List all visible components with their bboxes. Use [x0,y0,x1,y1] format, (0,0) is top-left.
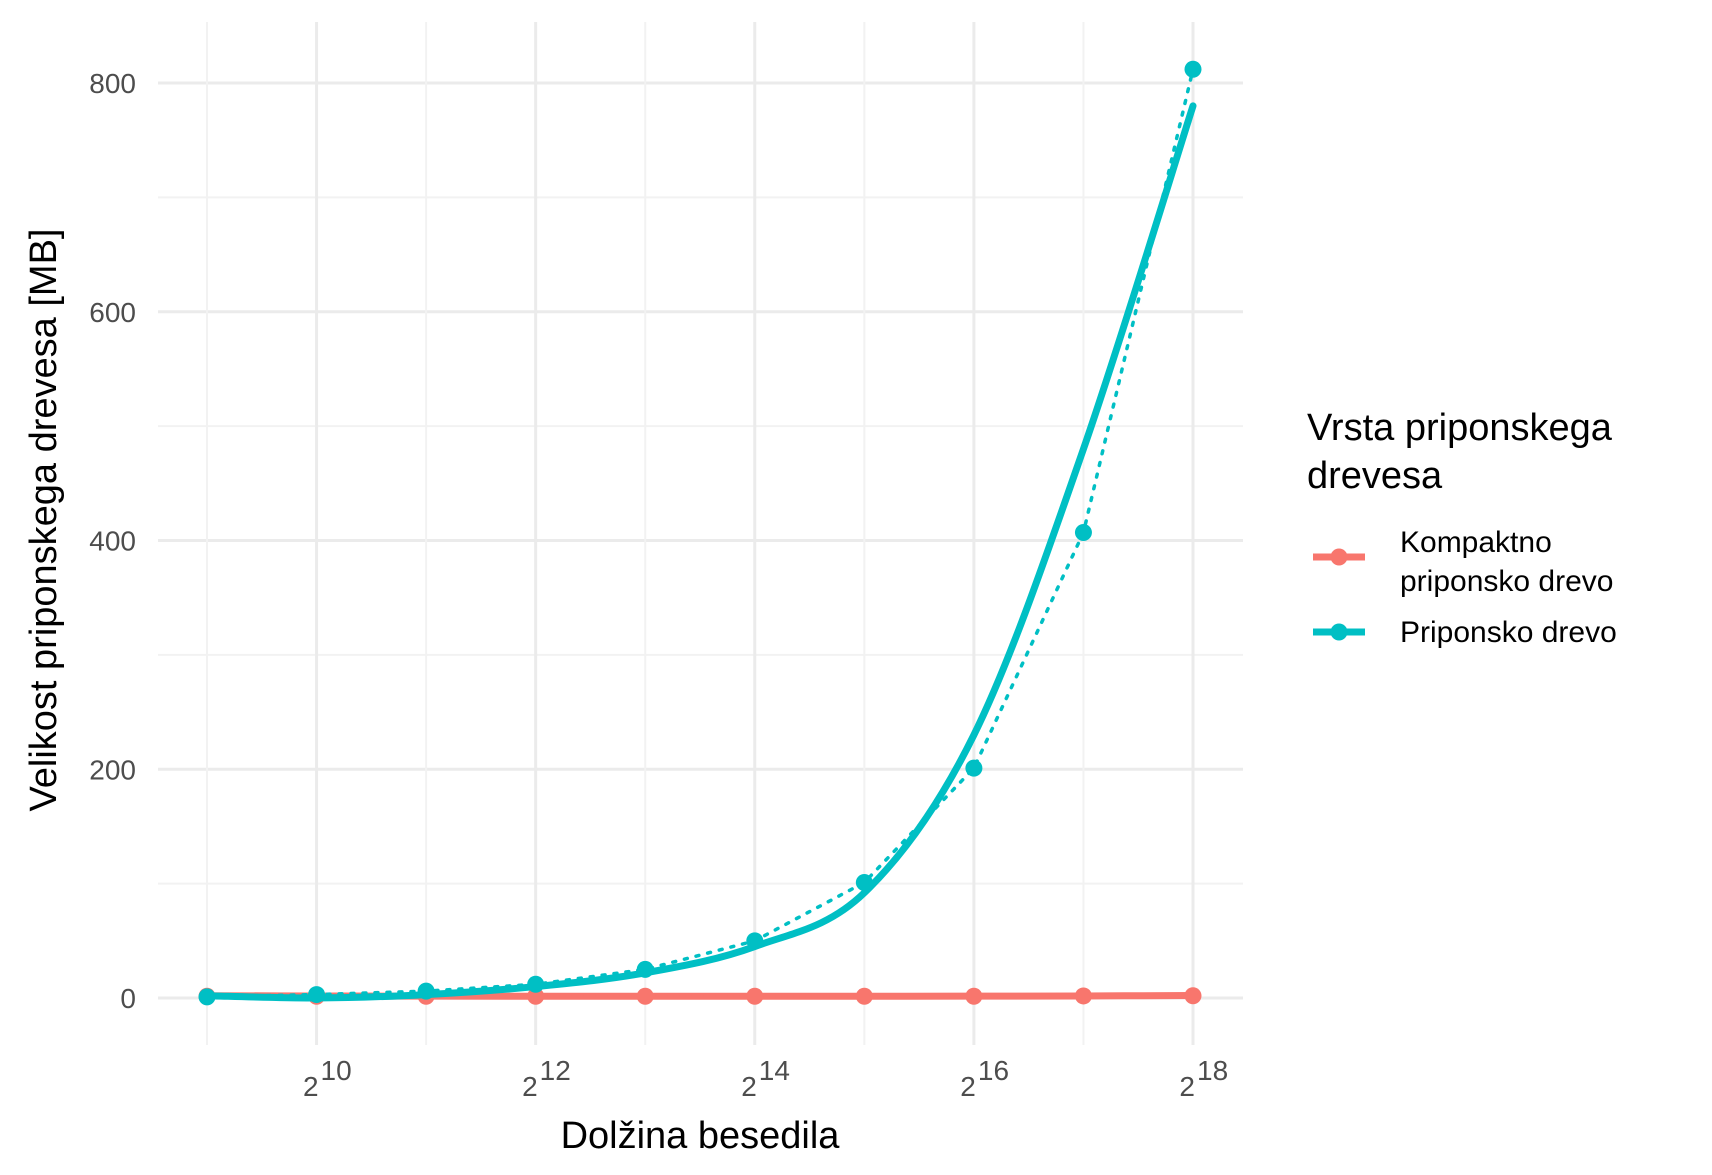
x-tick-base: 2 [522,1071,538,1102]
x-tick-exponent: 18 [1197,1055,1228,1086]
series-dotted-line [205,993,1195,999]
legend-label: Priponsko drevo [1400,616,1617,649]
data-point [746,987,764,1005]
x-tick-exponent: 12 [540,1055,571,1086]
data-point [417,982,435,1000]
series-smooth-line [203,102,1197,1002]
legend-label: Kompaktno [1400,526,1552,559]
x-tick-label: 214 [741,1055,790,1102]
y-axis-title: Velikost priponskega drevesa [MB] [23,229,65,812]
x-tick-label: 218 [1179,1055,1228,1102]
data-point [636,960,654,978]
data-point [855,987,873,1005]
x-tick-label: 210 [303,1055,352,1102]
y-tick-label: 200 [89,754,136,785]
data-point [1184,60,1202,78]
x-tick-exponent: 16 [978,1055,1009,1086]
data-point [965,759,983,777]
data-point [527,987,545,1005]
data-point [965,987,983,1005]
y-axis-ticks: 0 200 400 600 800 [89,68,136,1014]
series-dotted-line [205,67,1195,999]
series-layer [198,60,1202,1006]
data-point [1074,523,1092,541]
y-tick-label: 800 [89,68,136,99]
series-priponsko-drevo [198,60,1202,1006]
legend: Vrsta priponskega drevesa Kompaktno pripons… [1307,407,1617,649]
legend-title: drevesa [1307,455,1443,497]
x-axis-title: Dolžina besedila [561,1115,841,1157]
data-point [855,873,873,891]
x-tick-label: 216 [960,1055,1009,1102]
data-point [198,988,216,1006]
legend-label: priponsko drevo [1400,565,1613,598]
y-tick-label: 400 [89,526,136,557]
data-point [746,932,764,950]
y-tick-label: 600 [89,297,136,328]
y-tick-label: 0 [120,983,136,1014]
legend-key-point [1330,623,1348,641]
x-tick-base: 2 [960,1071,976,1102]
x-tick-base: 2 [1179,1071,1195,1102]
x-tick-base: 2 [741,1071,757,1102]
x-tick-label: 212 [522,1055,571,1102]
legend-title: Vrsta priponskega [1307,407,1613,449]
data-point [527,975,545,993]
legend-item: Kompaktno priponsko drevo [1313,526,1613,598]
data-point [1184,987,1202,1005]
grid-lines [158,22,1243,1045]
x-tick-exponent: 10 [321,1055,352,1086]
data-point [308,986,326,1004]
data-point [1074,987,1092,1005]
data-point [636,987,654,1005]
x-tick-base: 2 [303,1071,319,1102]
legend-key-point [1330,548,1348,566]
legend-item: Priponsko drevo [1313,616,1617,649]
x-tick-exponent: 14 [759,1055,790,1086]
